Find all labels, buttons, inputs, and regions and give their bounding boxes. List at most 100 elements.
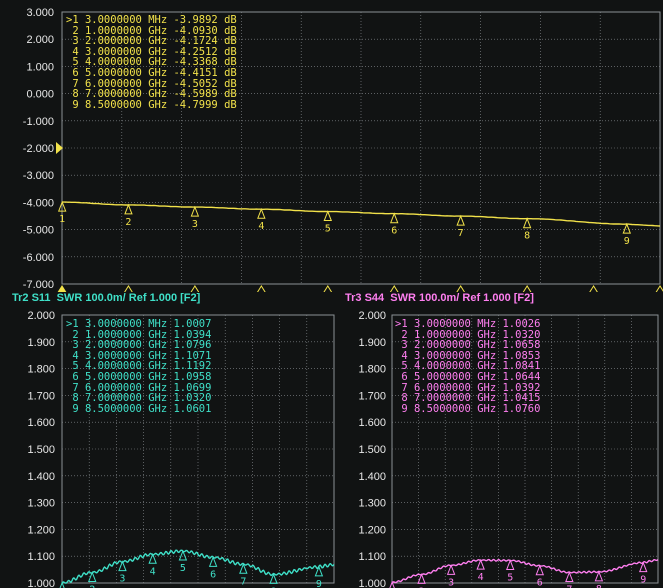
marker-unit: GHz bbox=[148, 360, 174, 373]
marker-freq: 3.0000000 bbox=[84, 45, 149, 58]
marker-row-7: 7 6.0000000 GHz 1.0699 bbox=[66, 381, 211, 394]
marker-val: -3.9892 bbox=[173, 14, 225, 26]
y-tick-label: 1.100 bbox=[27, 551, 55, 563]
y-tick-label: 1.300 bbox=[358, 498, 386, 510]
marker-5-triangle[interactable] bbox=[178, 549, 188, 561]
y-tick-label: -3.000 bbox=[23, 170, 54, 182]
marker-val: -4.2512 bbox=[173, 45, 225, 58]
sweep-marker-triangle bbox=[323, 285, 333, 292]
y-tick-label: 1.500 bbox=[27, 444, 55, 456]
y-tick-label: 2.000 bbox=[358, 310, 386, 322]
marker-id: 4 bbox=[66, 349, 85, 362]
marker-freq: 3.0000000 bbox=[413, 318, 478, 330]
marker-id: 8 bbox=[66, 88, 85, 101]
marker-id: 4 bbox=[66, 45, 85, 58]
sweep-marker-triangle bbox=[655, 285, 663, 292]
trace1-plot: 3.000 2.000 1.000 0.000 -1.000 -2.000 -3.000 -4… bbox=[23, 7, 663, 292]
marker-8-label: 8 bbox=[596, 584, 602, 588]
y-tick-label: -2.000 bbox=[23, 143, 54, 155]
marker-7-label: 7 bbox=[240, 576, 246, 587]
marker-u: dB bbox=[224, 56, 237, 69]
trace1-panel: 3.000 2.000 1.000 0.000 -1.000 -2.000 -3.000 -4… bbox=[0, 0, 663, 292]
marker-6-triangle[interactable] bbox=[535, 564, 545, 576]
marker-freq: 1.0000000 bbox=[413, 328, 478, 341]
marker-7-label: 7 bbox=[566, 584, 572, 588]
marker-freq: 8.5000000 bbox=[84, 98, 149, 111]
marker-id: 8 bbox=[395, 392, 414, 405]
marker-5-triangle[interactable] bbox=[323, 210, 333, 222]
marker-u: dB bbox=[224, 98, 237, 111]
marker-2-triangle[interactable] bbox=[417, 573, 426, 584]
marker-3-triangle[interactable] bbox=[190, 205, 200, 217]
reference-level-arrow[interactable] bbox=[56, 142, 63, 154]
marker-id: 6 bbox=[66, 66, 85, 79]
marker-val: 1.0841 bbox=[502, 360, 541, 373]
marker-6-label: 6 bbox=[391, 226, 397, 237]
marker-val: 1.0601 bbox=[173, 402, 212, 415]
marker-unit: GHz bbox=[148, 98, 174, 111]
marker-unit: GHz bbox=[148, 56, 174, 69]
marker-7-triangle[interactable] bbox=[565, 571, 574, 582]
marker-8-triangle[interactable] bbox=[594, 570, 604, 582]
marker-unit: GHz bbox=[148, 24, 174, 37]
sweep-marker-triangle bbox=[456, 285, 466, 292]
marker-unit: GHz bbox=[477, 381, 503, 394]
y-tick-label: 1.500 bbox=[358, 444, 386, 456]
marker-freq: 3.0000000 bbox=[84, 14, 149, 26]
marker-u: dB bbox=[224, 88, 237, 101]
trace-line bbox=[391, 558, 659, 584]
marker-7-triangle[interactable] bbox=[456, 214, 465, 226]
marker-5-triangle[interactable] bbox=[505, 559, 515, 570]
marker-id: 7 bbox=[66, 381, 85, 394]
marker-freq: 6.0000000 bbox=[413, 381, 478, 394]
marker-row-6: 6 5.0000000 GHz 1.0958 bbox=[66, 372, 211, 383]
marker-8-label: 8 bbox=[524, 231, 530, 242]
marker-4-triangle[interactable] bbox=[148, 552, 157, 564]
marker-8-triangle[interactable] bbox=[269, 573, 278, 584]
marker-7-triangle[interactable] bbox=[239, 562, 248, 574]
marker-6-triangle[interactable] bbox=[208, 555, 218, 567]
y-tick-label: 0.000 bbox=[26, 89, 54, 101]
marker-id: 2 bbox=[66, 24, 85, 37]
marker-row-3: 3 2.0000000 GHz 1.0796 bbox=[66, 340, 211, 351]
y-tick-label: 1.900 bbox=[358, 337, 386, 349]
marker-2-triangle[interactable] bbox=[87, 571, 97, 582]
marker-3-triangle[interactable] bbox=[446, 563, 456, 575]
marker-val: 1.1192 bbox=[173, 360, 212, 373]
trace2-marker-table: >1 3.0000000 MHz 1.0007 2 1.0000000 GHz … bbox=[66, 319, 211, 414]
marker-unit: GHz bbox=[477, 349, 503, 362]
sweep-marker-triangle bbox=[124, 285, 133, 292]
marker-8-triangle[interactable] bbox=[522, 217, 532, 229]
marker-unit: GHz bbox=[148, 349, 174, 362]
marker-id: >1 bbox=[395, 318, 414, 330]
marker-val: 1.1071 bbox=[173, 349, 212, 362]
y-tick-label: 1.800 bbox=[358, 364, 386, 376]
marker-val: 1.0958 bbox=[173, 370, 212, 383]
marker-row-8: 8 7.0000000 GHz -4.5989 dB bbox=[66, 88, 237, 101]
marker-row-6: 6 5.0000000 GHz -4.4151 dB bbox=[66, 66, 236, 79]
marker-freq: 8.5000000 bbox=[413, 402, 478, 415]
marker-unit: MHz bbox=[148, 14, 174, 26]
y-tick-label: 2.000 bbox=[26, 34, 54, 46]
marker-unit: GHz bbox=[477, 392, 503, 405]
y-tick-label: 1.700 bbox=[358, 390, 386, 402]
y-tick-label: 1.300 bbox=[27, 498, 55, 510]
marker-1-triangle[interactable] bbox=[389, 580, 396, 588]
marker-id: 7 bbox=[395, 381, 414, 394]
marker-2-triangle[interactable] bbox=[124, 203, 133, 215]
marker-unit: MHz bbox=[477, 318, 503, 330]
marker-id: 6 bbox=[66, 370, 85, 383]
marker-9-triangle[interactable] bbox=[314, 565, 324, 577]
marker-4-triangle[interactable] bbox=[257, 207, 266, 219]
marker-9-triangle[interactable] bbox=[622, 222, 632, 234]
marker-9-triangle[interactable] bbox=[638, 561, 648, 573]
marker-1-triangle[interactable] bbox=[57, 200, 67, 212]
marker-4-triangle[interactable] bbox=[476, 558, 485, 570]
marker-6-triangle[interactable] bbox=[389, 212, 399, 224]
y-tick-label: -6.000 bbox=[23, 252, 54, 264]
marker-1-triangle[interactable] bbox=[59, 581, 66, 588]
marker-unit: GHz bbox=[148, 370, 174, 383]
marker-3-triangle[interactable] bbox=[118, 560, 127, 572]
marker-row-1: >1 3.0000000 MHz 1.0007 bbox=[66, 319, 211, 330]
marker-unit: GHz bbox=[148, 339, 174, 352]
